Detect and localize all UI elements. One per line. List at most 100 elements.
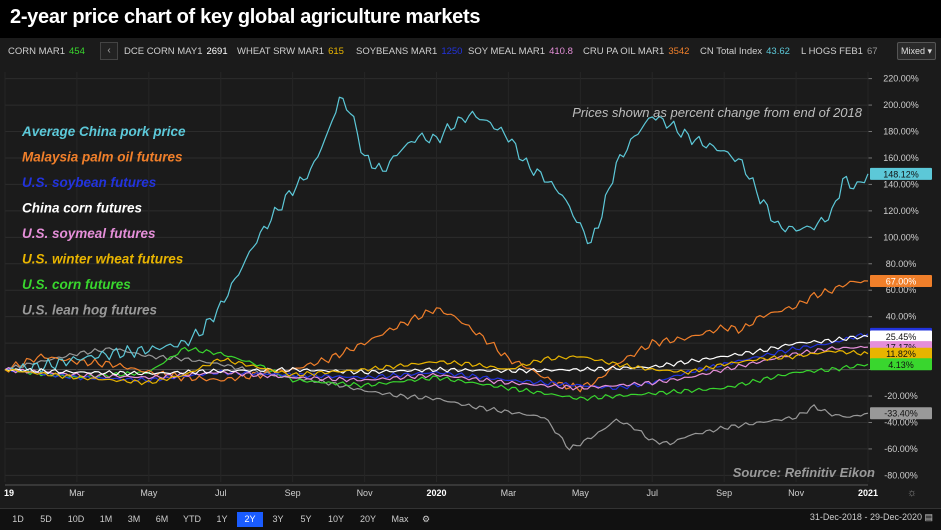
range-button-ytd[interactable]: YTD	[183, 514, 201, 524]
x-tick-label: 2021	[858, 488, 878, 498]
end-value-label: 148.12%	[883, 169, 919, 179]
end-value-label: 17.17%	[886, 343, 917, 353]
range-button-1d[interactable]: 1D	[12, 514, 24, 524]
series-legend-label: U.S. winter wheat futures	[22, 252, 184, 267]
x-tick-label: Nov	[357, 488, 374, 498]
legend-item-value: 1250	[441, 46, 463, 57]
y-tick-label: -80.00%	[884, 470, 918, 480]
mode-selector[interactable]: Mixed ▾	[897, 42, 936, 60]
legend-item[interactable]: DCE CORN MAY1 2691	[124, 46, 228, 57]
range-button-6m[interactable]: 6M	[155, 514, 169, 524]
x-tick-label: Nov	[788, 488, 805, 498]
range-button-10d[interactable]: 10D	[67, 514, 85, 524]
y-tick-label: -60.00%	[884, 444, 918, 454]
legend-item-value: 67	[866, 46, 878, 57]
legend-item[interactable]: L HOGS FEB1 67	[801, 46, 878, 57]
legend-item-label: SOYBEANS MAR1	[356, 46, 438, 57]
range-toolbar: 1D 5D 10D 1M 3M 6M YTD 1Y 2Y 3Y 5Y 10Y 20Y Max ⚙ 31-De…	[0, 508, 941, 530]
instrument-legend-bar: CORN MAR1 454 ‹ DCE CORN MAY1 2691 WHEAT SRW …	[0, 38, 941, 64]
x-tick-label: 19	[4, 488, 14, 498]
end-value-label: 11.82%	[886, 349, 916, 359]
chart-subtitle: Prices shown as percent change from end …	[572, 105, 863, 120]
y-tick-label: 80.00%	[886, 259, 917, 269]
end-value-badge	[870, 407, 932, 420]
range-button-3m[interactable]: 3M	[127, 514, 141, 524]
legend-item-label: CRU PA OIL MAR1	[583, 46, 665, 57]
end-value-badge	[870, 330, 932, 343]
series-line	[4, 334, 869, 376]
legend-item-value: 454	[69, 46, 85, 57]
y-tick-label: 200.00%	[883, 100, 919, 110]
line-chart: 220.00% 200.00% 180.00% 160.00% 140.00% 120.0…	[4, 72, 932, 499]
settings-icon[interactable]: ⚙	[421, 514, 431, 524]
x-tick-label: 2020	[426, 488, 446, 498]
legend-item-value: 2691	[206, 46, 228, 57]
legend-item-label: CORN MAR1	[8, 46, 66, 57]
end-value-label: -33.40%	[884, 409, 918, 419]
date-to: 29-Dec-2020	[869, 512, 922, 522]
x-tick-label: May	[140, 488, 158, 498]
range-button-10y[interactable]: 10Y	[327, 514, 344, 524]
date-range[interactable]: 31-Dec-2018 - 29-Dec-2020 ▤	[809, 512, 933, 522]
x-tick-label: May	[572, 488, 590, 498]
range-button-20y[interactable]: 20Y	[359, 514, 376, 524]
end-value-label: 25.45%	[886, 332, 917, 342]
calendar-icon[interactable]: ▤	[924, 512, 933, 522]
range-button-3y[interactable]: 3Y	[272, 514, 284, 524]
date-from: 31-Dec-2018	[809, 512, 862, 522]
source-note: Source: Refinitiv Eikon	[733, 465, 875, 480]
series-line	[4, 347, 869, 451]
range-button-2y[interactable]: 2Y	[237, 512, 263, 527]
series-line	[4, 96, 869, 374]
y-tick-label: 220.00%	[883, 74, 919, 84]
legend-item[interactable]: CORN MAR1 454	[8, 46, 85, 57]
end-value-badge	[870, 358, 932, 371]
legend-item-value: 615	[328, 46, 344, 57]
chart-panel	[0, 38, 941, 529]
series-legend-label: U.S. corn futures	[22, 277, 131, 292]
legend-item[interactable]: SOY MEAL MAR1 410.8	[468, 46, 573, 57]
legend-item[interactable]: CN Total Index 43.62	[700, 46, 790, 57]
chart-title: 2-year price chart of key global agricul…	[10, 6, 481, 28]
series-line	[4, 349, 869, 386]
legend-item-label: DCE CORN MAY1	[124, 46, 203, 57]
gear-icon[interactable]: ☼	[907, 487, 917, 499]
legend-item[interactable]: CRU PA OIL MAR1 3542	[583, 46, 689, 57]
legend-item-value: 410.8	[549, 46, 573, 57]
y-tick-label: 100.00%	[883, 232, 919, 242]
range-button-5y[interactable]: 5Y	[300, 514, 312, 524]
title-bar: 2-year price chart of key global agricul…	[0, 0, 941, 38]
series-line	[4, 333, 869, 390]
y-tick-label: 60.00%	[886, 285, 917, 295]
series-legend-label: U.S. soymeal futures	[22, 226, 156, 241]
series-legend-label: U.S. soybean futures	[22, 175, 157, 190]
series-legend-label: Average China pork price	[21, 124, 186, 139]
legend-item[interactable]: SOYBEANS MAR1 1250	[356, 46, 462, 57]
y-tick-label: 160.00%	[883, 153, 919, 163]
legend-item-value: 3542	[668, 46, 690, 57]
range-button-1m[interactable]: 1M	[99, 514, 113, 524]
y-tick-label: -20.00%	[884, 391, 918, 401]
range-button-5d[interactable]: 5D	[40, 514, 52, 524]
x-tick-label: Mar	[69, 488, 85, 498]
range-button-max[interactable]: Max	[391, 514, 409, 524]
y-tick-label: 120.00%	[883, 206, 919, 216]
range-button-1y[interactable]: 1Y	[216, 514, 228, 524]
end-value-label: 4.13%	[888, 360, 914, 370]
series-legend-label: Malaysia palm oil futures	[22, 150, 183, 165]
chevron-left-icon[interactable]: ‹	[100, 42, 118, 60]
x-tick-label: Sep	[285, 488, 301, 498]
legend-item-label: WHEAT SRW MAR1	[237, 46, 325, 57]
legend-item[interactable]: WHEAT SRW MAR1 615	[237, 46, 344, 57]
series-line	[4, 345, 869, 391]
series-legend-label: China corn futures	[22, 201, 143, 216]
x-tick-label: Sep	[716, 488, 732, 498]
end-value-badge	[870, 347, 932, 360]
series-line	[4, 280, 869, 393]
end-value-badge	[870, 274, 932, 287]
legend-item-value: 43.62	[766, 46, 790, 57]
y-tick-label: 180.00%	[883, 127, 919, 137]
end-value-badge	[870, 167, 932, 180]
legend-item-label: L HOGS FEB1	[801, 46, 863, 57]
x-tick-label: Jul	[646, 488, 658, 498]
